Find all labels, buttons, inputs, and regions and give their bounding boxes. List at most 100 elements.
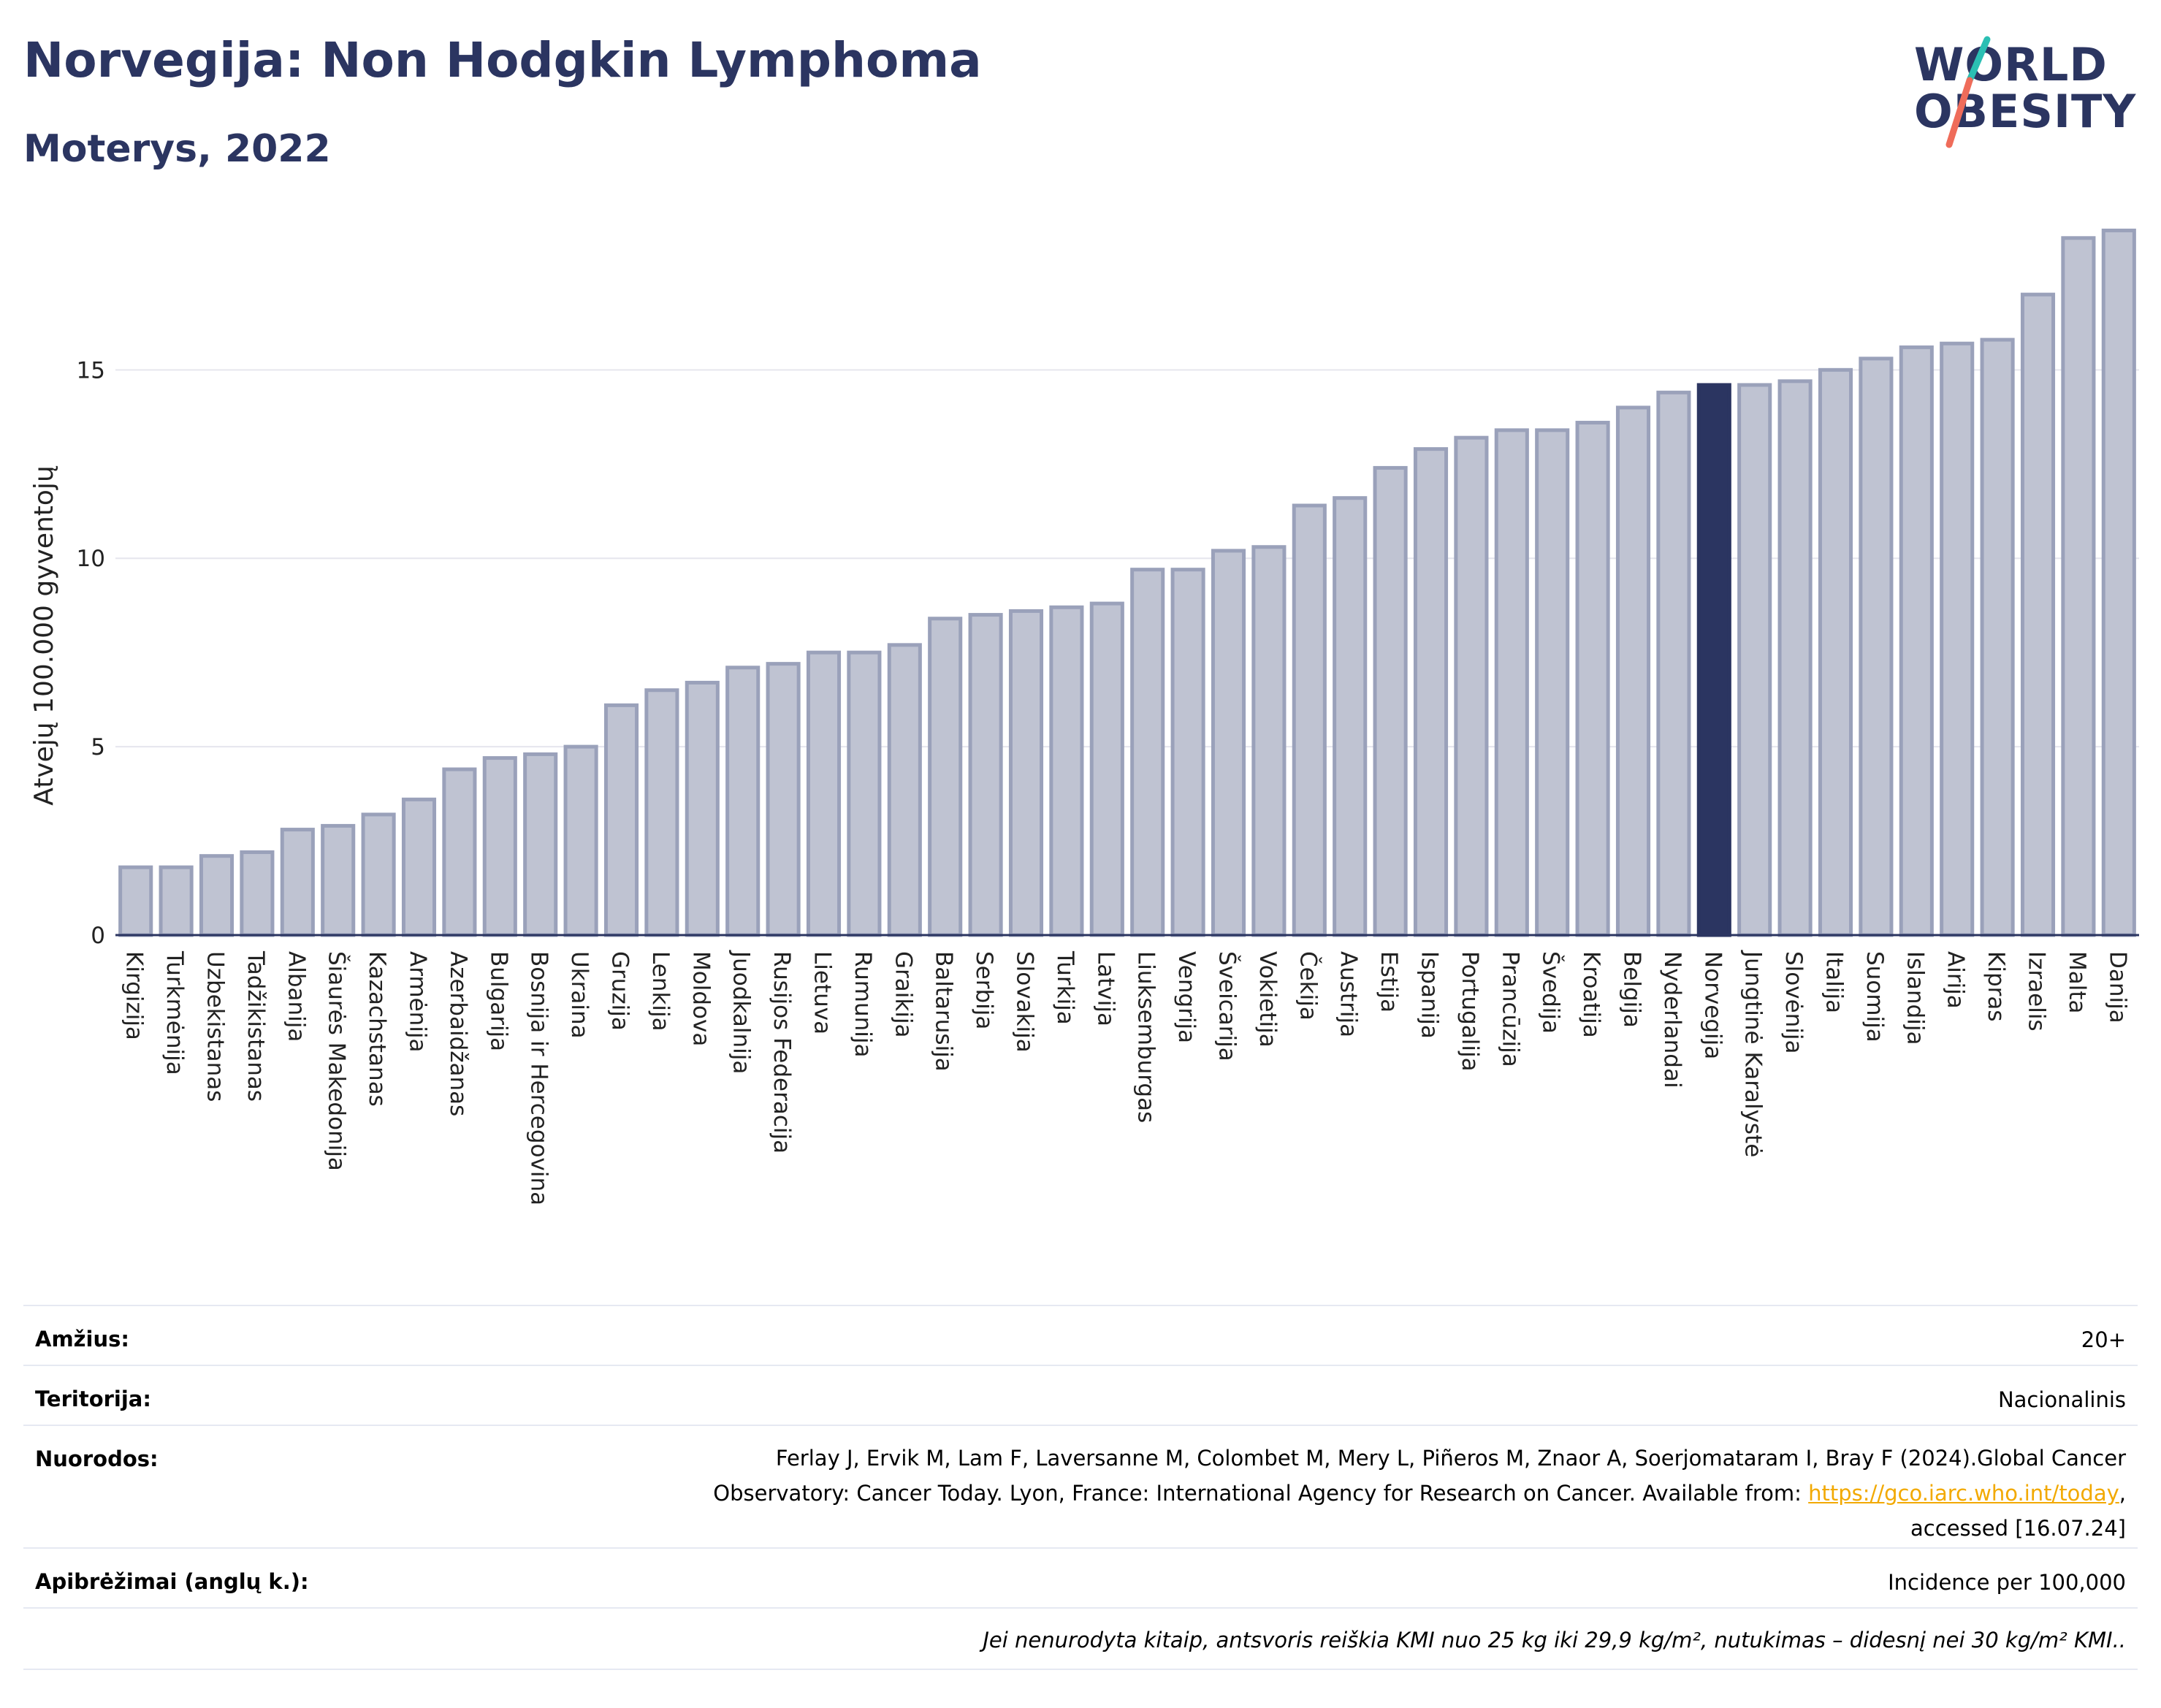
bar — [1008, 609, 1044, 937]
references-link[interactable]: https://gco.iarc.who.int/today — [1808, 1481, 2119, 1506]
bar — [1980, 338, 2015, 937]
x-tick-label: Norvegija — [1699, 951, 1726, 1059]
x-tick-label: Juodkalnija — [728, 950, 755, 1074]
x-tick-label: Rusijos Federacija — [769, 951, 795, 1154]
bar — [2020, 292, 2056, 937]
x-tick-label: Kazachstanas — [364, 951, 390, 1107]
bar — [1737, 383, 1772, 937]
x-tick-label: Estija — [1376, 951, 1402, 1013]
territory-value: Nacionalinis — [1997, 1387, 2126, 1412]
bar-chart: 0 5 10 15 Atvejų 100.000 gyventojų Kirgizija T… — [29, 228, 2139, 1205]
x-tick-label: Čekija — [1295, 951, 1322, 1021]
x-tick-label: Ukraina — [566, 951, 592, 1039]
bar — [603, 703, 639, 937]
x-tick-label: Gruzija — [607, 951, 633, 1031]
logo-line-1: WORLD — [1914, 38, 2108, 91]
bar — [1089, 601, 1124, 937]
x-tick-label: Baltarusija — [931, 951, 957, 1072]
x-tick-label: Graikija — [890, 951, 916, 1038]
x-tick-label: Latvija — [1092, 951, 1118, 1026]
age-label: Amžius: — [35, 1327, 129, 1351]
bar — [401, 797, 437, 937]
x-tick-label: Italija — [1821, 951, 1848, 1013]
x-tick-label: Airija — [1943, 951, 1969, 1009]
bar — [1049, 605, 1084, 937]
bar — [118, 865, 153, 937]
references-line-2: Observatory: Cancer Today. Lyon, France:… — [713, 1476, 2126, 1511]
x-tick-label: Albanija — [283, 951, 309, 1042]
bar — [968, 613, 1003, 937]
x-tick-label: Belgija — [1619, 951, 1645, 1028]
bar — [1211, 549, 1246, 937]
references-line-2-end: , — [2119, 1481, 2126, 1506]
bar — [321, 823, 356, 937]
x-tick-label: Suomija — [1861, 951, 1888, 1042]
bar — [847, 650, 882, 937]
x-tick-label: Malta — [2064, 951, 2090, 1014]
bar — [1777, 379, 1813, 937]
x-tick-label: Švedija — [1538, 951, 1565, 1034]
bar — [1170, 568, 1205, 937]
bar — [1494, 428, 1529, 937]
x-tick-label: Portugalija — [1457, 951, 1483, 1072]
world-obesity-logo: WORLD OBESITY — [1899, 35, 2141, 152]
bar — [1251, 545, 1287, 937]
meta-row-territory: Teritorija: Nacionalinis — [23, 1365, 2138, 1426]
bar — [1859, 357, 1894, 937]
x-tick-label: Moldova — [687, 951, 714, 1046]
x-tick-label: Ispanija — [1417, 951, 1443, 1039]
bar — [1940, 341, 1975, 937]
x-tick-label: Liuksemburgas — [1133, 951, 1159, 1123]
x-tick-label: Nyderlandai — [1659, 951, 1685, 1089]
bar — [482, 756, 517, 937]
age-value: 20+ — [2081, 1327, 2126, 1352]
bar — [887, 643, 922, 937]
x-tick-label: Slovėnija — [1780, 951, 1807, 1054]
y-tick-label: 15 — [77, 357, 105, 384]
y-tick-label: 0 — [91, 923, 105, 949]
x-tick-label: Kipras — [1983, 951, 2009, 1022]
bar — [1454, 435, 1489, 937]
x-tick-label: Vengrija — [1173, 951, 1200, 1043]
bar — [1818, 367, 1853, 937]
x-tick-label: Tadžikistanas — [243, 950, 269, 1102]
bar — [280, 828, 315, 937]
y-tick-label: 5 — [91, 734, 105, 760]
bar — [1575, 421, 1610, 937]
bar — [523, 752, 558, 937]
x-tick-label: Rumunija — [850, 951, 876, 1058]
meta-row-definitions: Apibrėžimai (anglų k.): Incidence per 10… — [23, 1547, 2138, 1609]
bar — [766, 662, 801, 937]
bar — [361, 812, 396, 937]
bar — [563, 744, 598, 937]
x-tick-label: Azerbaidžanas — [445, 951, 471, 1116]
bar — [1373, 465, 1408, 937]
bar — [2061, 236, 2096, 937]
bar — [1899, 345, 1934, 937]
x-tick-label: Turkmėnija — [161, 950, 188, 1075]
page-title: Norvegija: Non Hodgkin Lymphoma — [23, 32, 982, 88]
references-label: Nuorodos: — [35, 1446, 159, 1471]
x-tick-label: Jungtinė Karalystė — [1740, 950, 1766, 1157]
x-tick-label: Serbija — [971, 951, 997, 1029]
x-tick-label: Vokietija — [1254, 951, 1281, 1048]
metadata-table: Amžius: 20+ Teritorija: Nacionalinis Nuo… — [23, 1305, 2138, 1670]
bar — [1413, 447, 1449, 937]
y-tick-label: 10 — [77, 546, 105, 572]
x-tick-label: Bulgarija — [485, 951, 511, 1051]
x-tick-label: Kirgizija — [121, 951, 148, 1040]
references-line-3: accessed [16.07.24] — [1910, 1516, 2126, 1541]
x-tick-label: Lenkija — [647, 951, 674, 1032]
references-line-2-text: Observatory: Cancer Today. Lyon, France:… — [713, 1481, 1809, 1506]
bar-highlighted — [1696, 383, 1731, 937]
x-tick-label: Austrija — [1335, 951, 1362, 1037]
bar — [806, 650, 842, 937]
logo-slash-icon — [1945, 36, 1991, 148]
bar — [159, 865, 194, 937]
bar — [1333, 496, 1368, 937]
bar — [2101, 228, 2136, 937]
bar — [685, 680, 720, 937]
references-value: Ferlay J, Ervik M, Lam F, Laversanne M, … — [713, 1441, 2126, 1546]
bar — [725, 666, 761, 937]
page-subtitle: Moterys, 2022 — [23, 127, 331, 171]
